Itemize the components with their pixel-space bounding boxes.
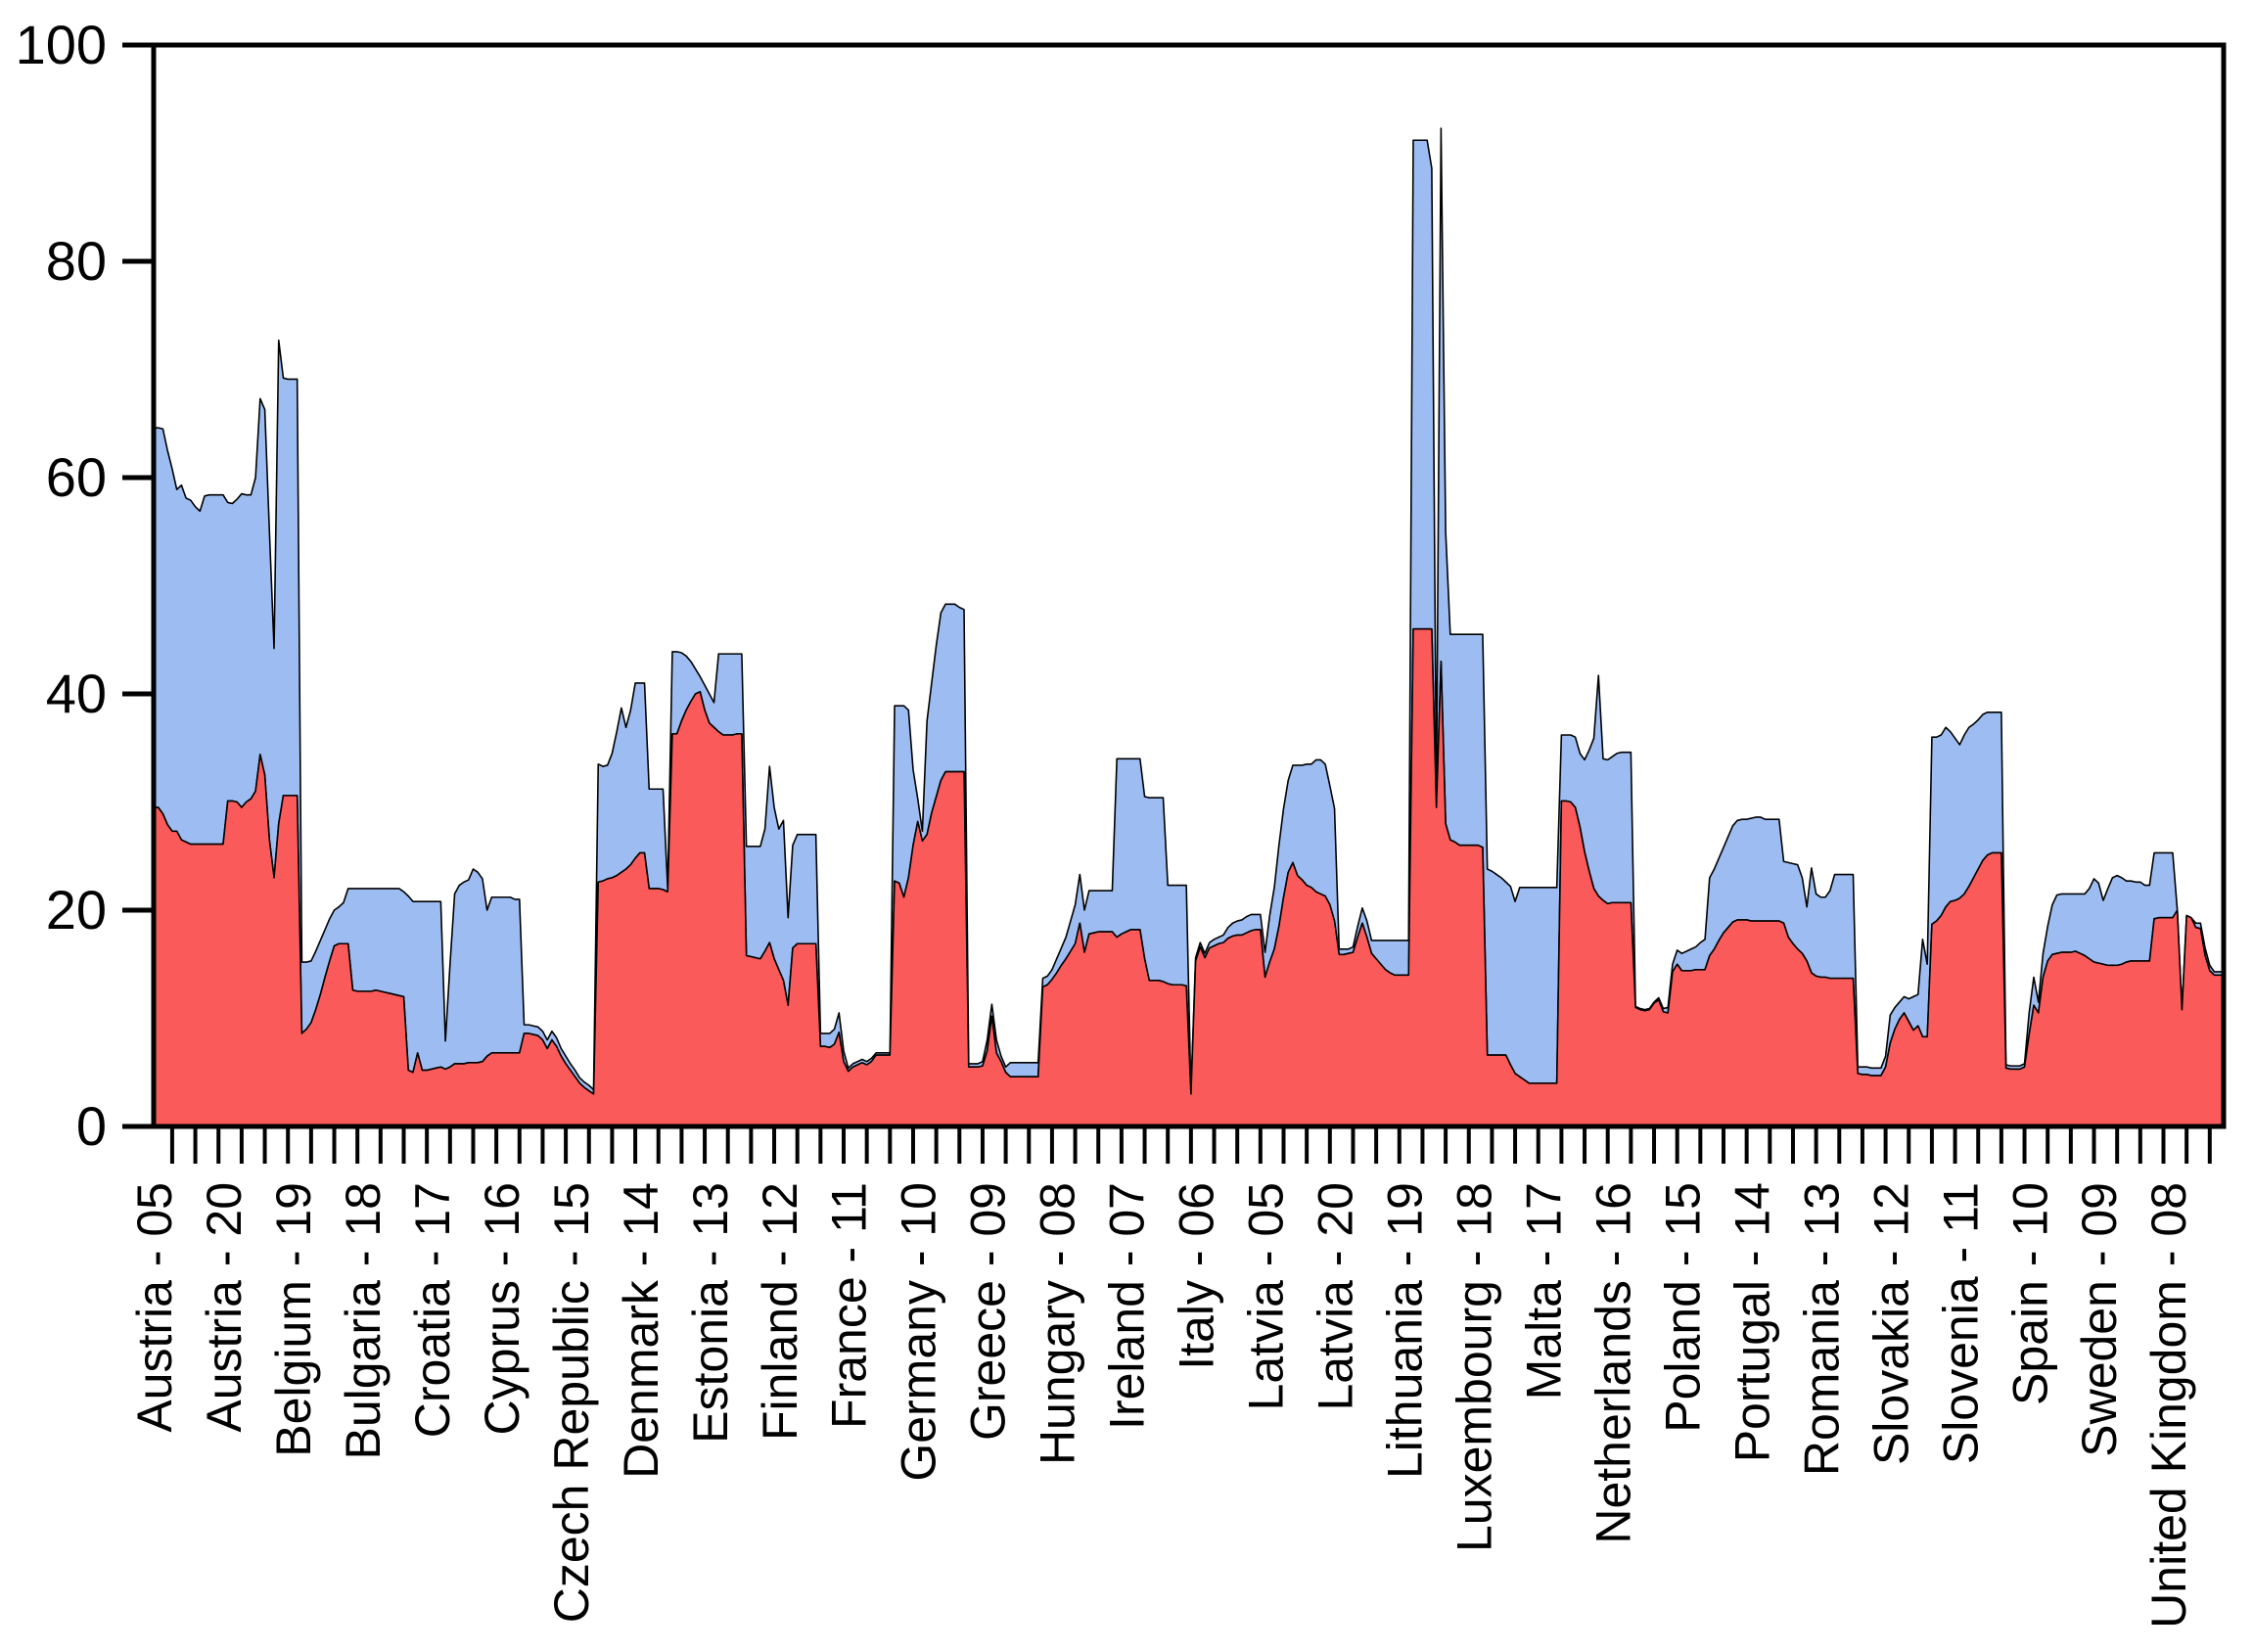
x-tick-label: Lithuania - 19 <box>1378 1182 1433 1479</box>
y-tick-label-0: 0 <box>76 1095 107 1157</box>
x-tick-labels-group: Austria - 05 Austria - 20 Belgium - 19 Bulg… <box>127 1182 2196 1629</box>
x-tick-label: Germany - 10 <box>892 1182 946 1482</box>
x-tick-label: Italy - 06 <box>1170 1182 1224 1370</box>
y-tick-label-80: 80 <box>46 230 107 292</box>
x-tick-label: Luxembourg - 18 <box>1447 1182 1501 1552</box>
y-tick-label-60: 60 <box>46 446 107 508</box>
x-tick-label: France - 11 <box>822 1182 877 1429</box>
x-tick-label: Croatia - 17 <box>405 1182 460 1438</box>
x-tick-label: Portugal - 14 <box>1724 1182 1779 1462</box>
y-ticks-group <box>122 42 154 1129</box>
x-tick-label: Spain - 10 <box>2002 1182 2057 1405</box>
x-tick-label: Latvia - 20 <box>1309 1182 1363 1410</box>
y-tick-label-40: 40 <box>46 663 107 724</box>
red-series <box>153 627 2225 1127</box>
y-tick-labels-group: 0 20 40 60 80 100 <box>16 14 107 1157</box>
x-tick-label: Netherlands - 16 <box>1586 1182 1640 1544</box>
x-tick-label: Bulgaria - 18 <box>336 1182 391 1460</box>
x-tick-label: Ireland - 07 <box>1100 1182 1155 1430</box>
area-series-group <box>153 127 2225 1127</box>
x-tick-label: Estonia - 13 <box>683 1182 738 1444</box>
x-tick-label: Finland - 12 <box>753 1182 807 1441</box>
x-tick-label: Denmark - 14 <box>614 1182 668 1479</box>
x-tick-label: Greece - 09 <box>961 1182 1016 1441</box>
axes-group <box>151 42 2227 1129</box>
x-tick-label: United Kingdom - 08 <box>2141 1182 2196 1629</box>
x-tick-label: Slovakia - 12 <box>1863 1182 1918 1465</box>
x-ticks-group <box>169 1126 2212 1164</box>
x-tick-label: Cyprus - 16 <box>475 1182 529 1435</box>
x-tick-label: Sweden - 09 <box>2072 1182 2127 1457</box>
blue-series <box>153 127 2225 1095</box>
x-tick-label: Belgium - 19 <box>266 1182 321 1457</box>
x-tick-label: Romania - 13 <box>1794 1182 1849 1476</box>
x-tick-label: Hungary - 08 <box>1031 1182 1085 1465</box>
plot-border <box>151 42 2227 1129</box>
x-tick-label: Czech Republic - 15 <box>544 1182 599 1623</box>
x-tick-label: Austria - 05 <box>127 1182 182 1433</box>
y-tick-label-100: 100 <box>16 14 107 75</box>
x-tick-label: Poland - 15 <box>1655 1182 1710 1433</box>
y-tick-label-20: 20 <box>46 879 107 941</box>
x-tick-label: Latvia - 05 <box>1239 1182 1294 1410</box>
x-tick-label: Austria - 20 <box>197 1182 252 1433</box>
x-tick-label: Slovenia - 11 <box>1933 1182 1988 1464</box>
x-tick-label: Malta - 17 <box>1516 1182 1571 1400</box>
